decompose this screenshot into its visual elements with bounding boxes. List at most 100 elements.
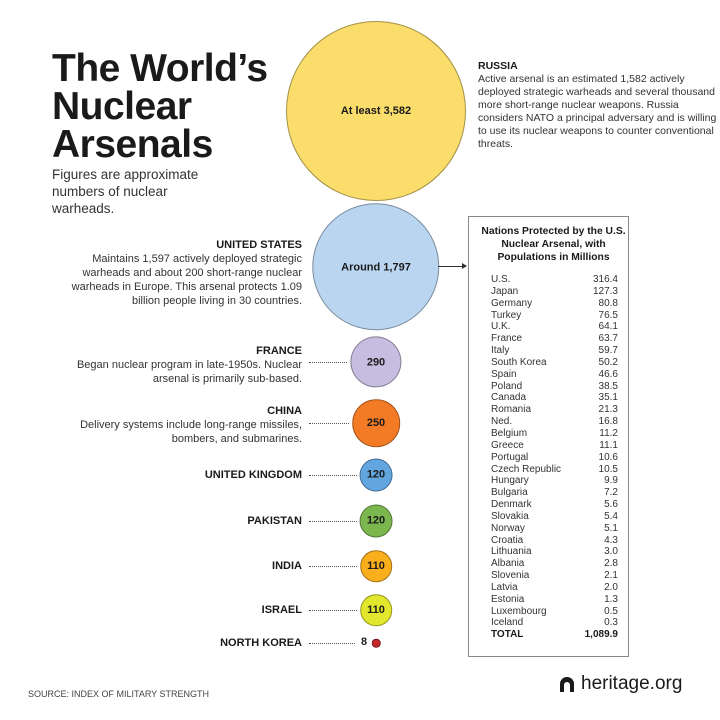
bubble-value: 250 xyxy=(366,416,386,429)
table-row: France 63.7 xyxy=(491,333,618,345)
israel-bubble: 110 xyxy=(360,594,392,626)
country-name: Turkey xyxy=(491,309,522,321)
united-states-bubble: Around 1,797 xyxy=(312,203,440,331)
table-row: Albania 2.8 xyxy=(491,558,618,570)
table-row: Slovakia 5.4 xyxy=(491,511,618,523)
table-row: Latvia 2.0 xyxy=(491,582,618,594)
country-name: Croatia xyxy=(491,534,524,546)
table-row: Hungary 9.9 xyxy=(491,475,618,487)
bubble-value: 290 xyxy=(366,355,386,368)
population-value: 2.8 xyxy=(604,558,618,570)
population-value: 11.1 xyxy=(599,439,618,451)
country-name: Albania xyxy=(491,558,525,570)
table-row: Denmark 5.6 xyxy=(491,499,618,511)
table-row: Canada 35.1 xyxy=(491,392,618,404)
country-name: Japan xyxy=(491,285,519,297)
population-value: 46.6 xyxy=(598,368,618,380)
nation-name: FRANCE xyxy=(256,345,302,357)
table-row: Iceland 0.3 xyxy=(491,617,618,629)
country-name: Luxembourg xyxy=(491,605,547,617)
population-value: 0.3 xyxy=(604,617,618,629)
nation-name: PAKISTAN xyxy=(247,515,302,527)
country-name: Bulgaria xyxy=(491,487,528,499)
russia-bubble: At least 3,582 xyxy=(286,21,466,201)
country-name: Greece xyxy=(491,439,524,451)
table-row: Turkey 76.5 xyxy=(491,310,618,322)
country-name: Denmark xyxy=(491,499,532,511)
nation-name: ISRAEL xyxy=(261,604,302,616)
united-kingdom-bubble: 120 xyxy=(359,458,393,492)
population-value: 4.3 xyxy=(604,534,618,546)
table-row: Czech Republic 10.5 xyxy=(491,464,618,476)
india-bubble: 110 xyxy=(360,550,392,582)
bubble-value: At least 3,582 xyxy=(340,105,412,117)
country-name: Canada xyxy=(491,392,527,404)
population-value: 11.2 xyxy=(599,427,618,439)
country-name: Poland xyxy=(491,380,523,392)
population-value: 64.1 xyxy=(598,321,618,333)
country-name: Czech Republic xyxy=(491,463,562,475)
country-name: Italy xyxy=(491,345,510,357)
total-value: 1,089.9 xyxy=(584,629,618,641)
population-value: 316.4 xyxy=(592,274,618,285)
arrow-to-table xyxy=(438,263,467,269)
population-value: 127.3 xyxy=(592,285,618,297)
table-row: Norway 5.1 xyxy=(491,523,618,535)
leader-line xyxy=(309,475,357,476)
population-value: 5.4 xyxy=(604,510,618,522)
table-row: Japan 127.3 xyxy=(491,286,618,298)
bubble-value: 120 xyxy=(366,469,386,481)
nation-description: Began nuclear program in late-1950s. Nuc… xyxy=(76,359,302,385)
total-label: TOTAL xyxy=(491,629,524,641)
bubble-value: 110 xyxy=(367,560,385,572)
country-name: Belgium xyxy=(491,427,528,439)
bubble-value: 120 xyxy=(366,515,386,527)
country-name: Romania xyxy=(491,404,532,416)
israel-label: ISRAEL xyxy=(72,603,302,617)
liberty-bell-icon xyxy=(560,676,574,692)
country-name: Hungary xyxy=(491,475,529,487)
france-label: FRANCE Began nuclear program in late-1950… xyxy=(72,344,302,386)
subtitle: Figures are approximate numbers of nucle… xyxy=(52,167,199,216)
north-korea-label: NORTH KOREA xyxy=(72,636,302,650)
population-value: 2.1 xyxy=(604,570,618,582)
population-value: 59.7 xyxy=(598,345,618,357)
country-name: Norway xyxy=(491,522,525,534)
table-row: U.S. 316.4 xyxy=(491,274,618,286)
table-row: Poland 38.5 xyxy=(491,381,618,393)
country-name: France xyxy=(491,333,523,345)
nation-description: Maintains 1,597 actively deployed strate… xyxy=(71,253,302,307)
country-name: Portugal xyxy=(491,451,529,463)
nation-name: NORTH KOREA xyxy=(220,637,302,649)
nation-name: INDIA xyxy=(272,560,302,572)
table-row: Portugal 10.6 xyxy=(491,452,618,464)
population-value: 35.1 xyxy=(598,392,618,404)
country-name: U.K. xyxy=(491,321,511,333)
table-row: Romania 21.3 xyxy=(491,404,618,416)
country-name: South Korea xyxy=(491,356,547,368)
bubble-value: 8 xyxy=(361,636,368,648)
pakistan-bubble: 120 xyxy=(359,504,393,538)
pakistan-label: PAKISTAN xyxy=(72,514,302,528)
russia-label: RUSSIA Active arsenal is an estimated 1,5… xyxy=(478,60,718,151)
population-value: 21.3 xyxy=(598,404,618,416)
nation-name: CHINA xyxy=(267,405,302,417)
nation-name: UNITED STATES xyxy=(216,239,302,251)
nation-name: UNITED KINGDOM xyxy=(204,469,302,481)
heritage-logo: heritage.org xyxy=(560,673,682,695)
united-kingdom-label: UNITED KINGDOM xyxy=(72,468,302,482)
nation-name: RUSSIA xyxy=(478,60,518,72)
population-value: 0.5 xyxy=(604,605,618,617)
population-value: 1.3 xyxy=(604,593,618,605)
population-value: 76.5 xyxy=(598,309,618,321)
country-name: Iceland xyxy=(491,617,524,629)
population-value: 10.5 xyxy=(598,463,618,475)
population-value: 80.8 xyxy=(598,297,618,309)
bubble-value: 110 xyxy=(367,604,385,616)
leader-line xyxy=(309,362,348,363)
country-name: U.S. xyxy=(491,274,511,285)
nation-description: Delivery systems include long-range miss… xyxy=(80,419,302,445)
leader-line xyxy=(309,521,357,522)
country-name: Germany xyxy=(491,297,533,309)
table-row: Spain 46.6 xyxy=(491,369,618,381)
